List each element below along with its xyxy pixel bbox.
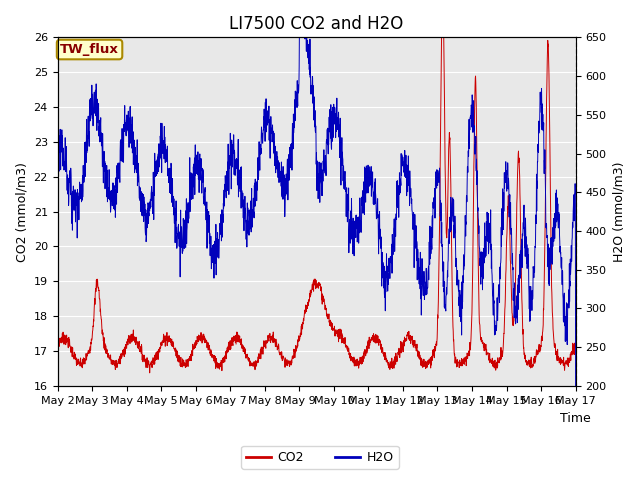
X-axis label: Time: Time: [560, 412, 591, 425]
Y-axis label: H2O (mmol/m3): H2O (mmol/m3): [612, 161, 625, 262]
Text: TW_flux: TW_flux: [60, 43, 119, 56]
Legend: CO2, H2O: CO2, H2O: [241, 446, 399, 469]
Title: LI7500 CO2 and H2O: LI7500 CO2 and H2O: [229, 15, 404, 33]
Y-axis label: CO2 (mmol/m3): CO2 (mmol/m3): [15, 162, 28, 262]
